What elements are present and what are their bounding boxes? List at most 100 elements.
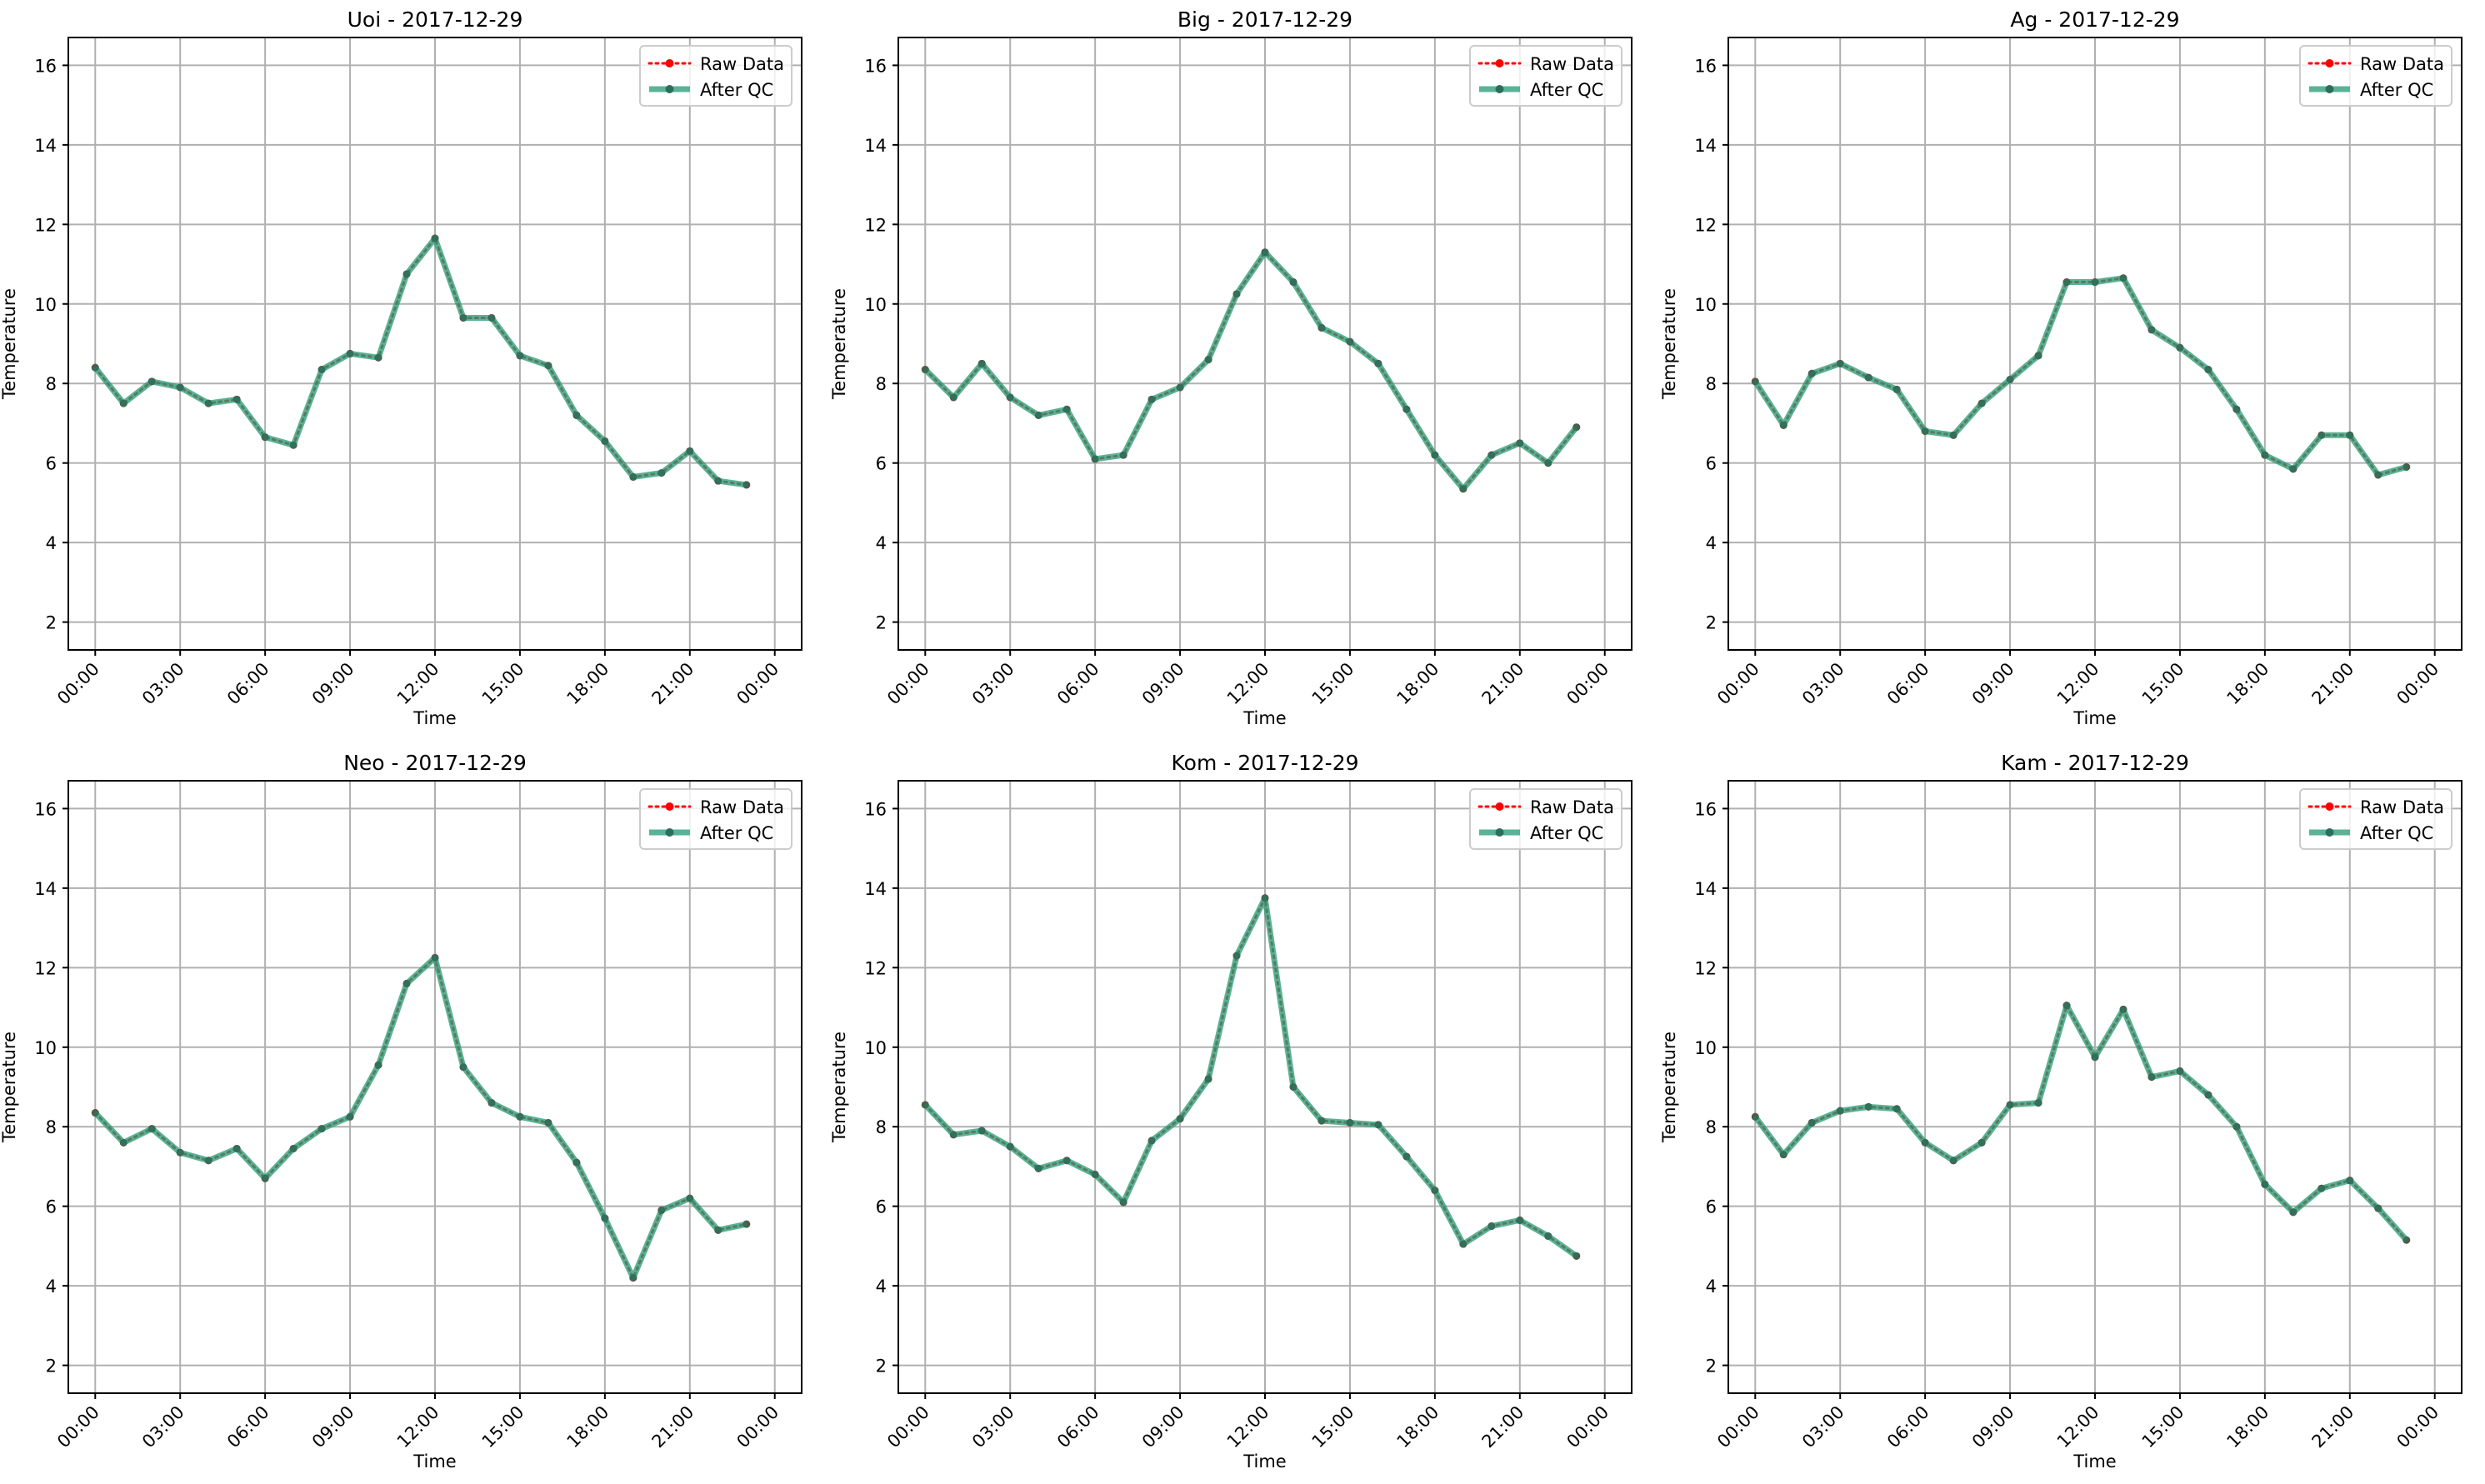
after-qc-point [402,979,411,987]
y-tick-label: 12 [1694,958,1717,978]
after-qc-point [1488,1222,1496,1231]
after-qc-point [1836,359,1844,367]
after-qc-point [629,1274,638,1282]
after-qc-point [2289,465,2298,473]
after-qc-point [176,383,184,392]
after-qc-point [629,472,638,481]
after-qc-point [2091,1053,2099,1062]
after-qc-point [1864,1102,1872,1111]
after-qc-point [1488,451,1496,459]
x-tick-label: 00:00 [2392,1402,2442,1452]
x-tick-label: 03:00 [1798,1402,1848,1452]
legend: Raw Data After QC [2299,45,2452,107]
after-qc-line [1752,275,2408,478]
axes-frame [68,780,802,1394]
after-qc-point [176,1148,184,1157]
x-tick-label: 21:00 [2308,659,2358,709]
after-qc-point [2204,366,2212,374]
after-qc-point [601,1214,609,1222]
after-qc-point [318,1125,326,1133]
after-qc-point [2034,1099,2042,1107]
legend-raw-data-label: Raw Data [1530,54,1614,74]
x-axis-label: Time [412,708,456,728]
after-qc-point [686,447,694,455]
y-tick-label: 16 [34,799,57,819]
after-qc-point [544,362,552,370]
after-qc-point [2148,326,2156,334]
chart-title: Neo - 2017-12-29 [343,751,527,775]
subplot-5: 2 4 6 8 10 12 14 16 00:00 03:00 06:00 09:00 12:00 15:… [829,751,1632,1472]
x-tick-label: 15:00 [478,1402,528,1452]
x-tick-label: 03:00 [968,1402,1018,1452]
after-qc-point [2006,1101,2014,1109]
legend-raw-data-label: Raw Data [2360,54,2444,74]
after-qc-line [92,954,748,1282]
after-qc-point [2374,471,2382,479]
x-axis-label: Time [2072,708,2116,728]
x-tick-label: 03:00 [1798,659,1848,709]
after-qc-point [2374,1204,2382,1212]
after-qc-point [1431,1187,1439,1195]
after-qc-point [949,393,958,402]
after-qc-point [1949,431,1958,439]
grid [892,37,1632,656]
legend-raw-data-label: Raw Data [2360,797,2444,817]
after-qc-point [1148,395,1156,403]
after-qc-point [1921,1138,1929,1147]
subplot-4: 2 4 6 8 10 12 14 16 00:00 03:00 06:00 09:00 12:00 15:… [0,751,802,1472]
y-axis-label: Temperature [0,288,19,400]
y-tick-label: 10 [34,1038,57,1058]
legend: Raw Data After QC [2299,788,2452,850]
y-tick-label: 6 [46,454,57,474]
x-tick-label: 21:00 [1478,1402,1528,1452]
y-tick-label: 14 [864,879,887,899]
after-qc-point [204,1157,212,1165]
x-tick-label: 18:00 [2223,659,2273,709]
y-tick-label: 16 [1694,56,1717,76]
x-axis-label: Time [1242,1452,1286,1472]
after-qc-point [1402,405,1411,413]
subplot-2: 2 4 6 8 10 12 14 16 00:00 03:00 06:00 09:00 12:00 15:… [829,7,1632,728]
x-tick-label: 21:00 [2308,1402,2358,1452]
after-qc-point [2176,1067,2184,1075]
y-tick-label: 8 [46,1117,57,1137]
x-tick-label: 06:00 [1883,659,1933,709]
after-qc-point [1346,337,1354,346]
after-qc-point [2119,1005,2128,1013]
y-tick-label: 2 [46,1357,57,1377]
y-tick-label: 4 [1706,533,1717,553]
after-qc-point [289,441,298,449]
after-qc-point [318,366,326,374]
x-axis-label: Time [1242,708,1286,728]
legend-after-qc-label: After QC [1530,80,1603,100]
after-qc-point [148,377,156,386]
after-qc-point [1949,1157,1958,1165]
after-qc-point [1864,373,1872,382]
after-qc-point [1091,455,1099,463]
after-qc-point [658,469,666,477]
legend-after-qc-marker [665,85,674,93]
y-tick-label: 16 [34,56,57,76]
after-qc-point [91,1109,99,1117]
series-after-qc [91,953,751,1282]
x-tick-label: 00:00 [883,1402,933,1452]
y-axis-label: Temperature [1659,288,1679,400]
after-qc-point [346,349,354,357]
y-tick-label: 14 [1694,879,1717,899]
after-qc-point [742,481,751,489]
axes-frame [68,37,802,651]
x-tick-label: 00:00 [883,659,933,709]
legend-after-qc-marker [2325,828,2334,837]
after-qc-point [1779,421,1788,429]
after-qc-point [2062,278,2071,287]
subplot-3: 2 4 6 8 10 12 14 16 00:00 03:00 06:00 09:00 12:00 15:… [1659,7,2462,728]
after-qc-point [1459,1240,1468,1248]
series-after-qc [91,234,751,489]
after-qc-point [1006,393,1014,402]
after-qc-point [1176,383,1184,392]
chart-title: Ag - 2017-12-29 [2010,7,2179,32]
x-tick-label: 00:00 [1562,659,1612,709]
after-qc-point [2289,1208,2298,1217]
after-qc-point [1374,359,1382,367]
